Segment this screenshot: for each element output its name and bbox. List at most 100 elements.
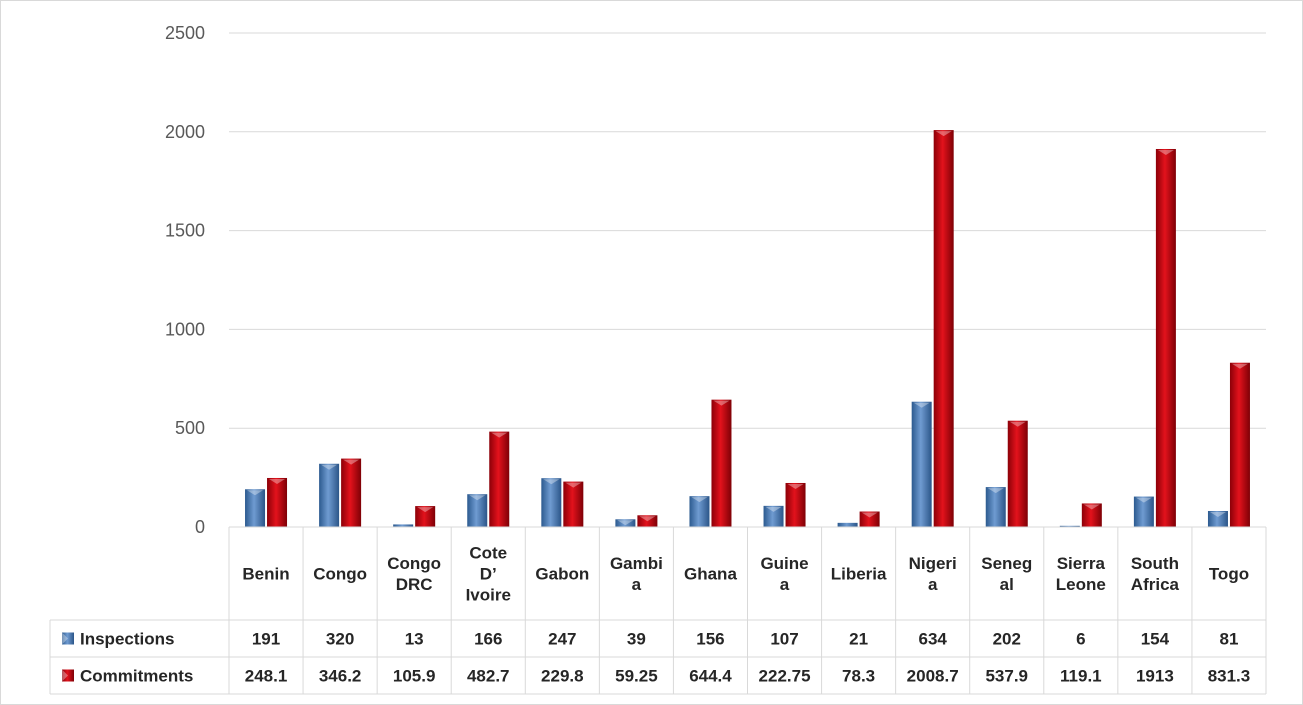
bar-commitments bbox=[785, 482, 806, 527]
category-label: Nigeri bbox=[909, 554, 957, 573]
data-cell: 191 bbox=[252, 630, 280, 649]
data-cell: 154 bbox=[1141, 630, 1170, 649]
category-label: Congo bbox=[313, 565, 367, 584]
bar-commitments bbox=[637, 515, 658, 527]
category-label: Benin bbox=[242, 565, 289, 584]
bar-commitments bbox=[1229, 362, 1250, 527]
data-cell: 537.9 bbox=[985, 667, 1028, 686]
bar-commitments bbox=[341, 458, 362, 527]
bar-top-highlight bbox=[417, 507, 434, 513]
bar-top-highlight bbox=[765, 506, 782, 512]
bar-inspections bbox=[615, 519, 636, 527]
bars bbox=[245, 130, 1250, 528]
category-label: Sierra bbox=[1057, 554, 1106, 573]
bar-top-highlight bbox=[639, 516, 656, 522]
bar-commitments bbox=[933, 130, 954, 528]
bar-inspections bbox=[1133, 496, 1154, 527]
bar-commitments bbox=[415, 506, 436, 527]
category-label: South bbox=[1131, 554, 1179, 573]
data-cell: 346.2 bbox=[319, 667, 362, 686]
data-cell: 644.4 bbox=[689, 667, 732, 686]
bar-inspections bbox=[985, 487, 1006, 527]
data-cell: 482.7 bbox=[467, 667, 510, 686]
bar-top-highlight bbox=[691, 497, 708, 503]
legend-key-highlight bbox=[62, 632, 68, 645]
data-table: Benin Congo Congo DRC Cote D’ Ivoire Gabon Gambi… bbox=[49, 526, 1267, 695]
data-cell: 105.9 bbox=[393, 667, 436, 686]
bar-top-highlight bbox=[913, 402, 930, 408]
legend-key-highlight bbox=[62, 669, 68, 682]
series-label: Inspections bbox=[80, 630, 174, 649]
data-cell: 156 bbox=[696, 630, 724, 649]
bar-inspections bbox=[319, 463, 340, 527]
category-label: Gabon bbox=[535, 565, 589, 584]
bar-top-highlight bbox=[1083, 504, 1100, 510]
bar-top-highlight bbox=[1157, 149, 1174, 155]
bar-top-highlight bbox=[1209, 511, 1226, 517]
data-cell: 1913 bbox=[1136, 667, 1174, 686]
bar-top-highlight bbox=[543, 479, 560, 485]
bar-inspections bbox=[541, 478, 562, 527]
y-tick-label: 2500 bbox=[165, 23, 205, 43]
data-cell: 634 bbox=[918, 630, 947, 649]
bar-inspections bbox=[689, 496, 710, 527]
bar-inspections bbox=[763, 505, 784, 527]
data-cell: 222.75 bbox=[759, 667, 811, 686]
bar-top-highlight bbox=[247, 490, 264, 496]
data-cell: 247 bbox=[548, 630, 576, 649]
bar-top-highlight bbox=[935, 131, 952, 137]
gridlines bbox=[229, 32, 1266, 429]
data-cell: 21 bbox=[849, 630, 868, 649]
y-tick-label: 2000 bbox=[165, 122, 205, 142]
data-cell: 81 bbox=[1220, 630, 1239, 649]
bar-top-highlight bbox=[1135, 497, 1152, 503]
bar-commitments bbox=[1081, 503, 1102, 527]
y-tick-label: 1000 bbox=[165, 319, 205, 339]
bar-commitments bbox=[711, 399, 732, 527]
category-label: Ivoire bbox=[466, 586, 511, 605]
data-cell: 13 bbox=[405, 630, 424, 649]
category-label: al bbox=[1000, 575, 1014, 594]
data-cell: 107 bbox=[770, 630, 798, 649]
bar-top-highlight bbox=[269, 478, 286, 484]
category-label: Ghana bbox=[684, 565, 737, 584]
bar-commitments bbox=[489, 431, 510, 527]
category-label: D’ bbox=[480, 565, 497, 584]
category-label: a bbox=[632, 575, 642, 594]
bar-top-highlight bbox=[343, 459, 360, 465]
y-axis-ticks: 0 500 1000 1500 2000 2500 bbox=[165, 23, 205, 537]
bar-inspections bbox=[837, 522, 858, 527]
legend-key-commitments bbox=[62, 669, 74, 682]
y-tick-label: 0 bbox=[195, 517, 205, 537]
category-label: Africa bbox=[1131, 575, 1180, 594]
bar-top-highlight bbox=[861, 512, 878, 518]
bar-top-highlight bbox=[787, 483, 804, 489]
data-cell: 78.3 bbox=[842, 667, 875, 686]
bar-top-highlight bbox=[469, 495, 486, 501]
data-cell: 59.25 bbox=[615, 667, 658, 686]
bar-top-highlight bbox=[987, 488, 1004, 494]
data-cell: 2008.7 bbox=[907, 667, 959, 686]
category-label: a bbox=[780, 575, 790, 594]
category-label: Leone bbox=[1056, 575, 1106, 594]
data-cell: 229.8 bbox=[541, 667, 584, 686]
y-tick-label: 1500 bbox=[165, 221, 205, 241]
bar-commitments bbox=[267, 477, 288, 527]
bar-inspections bbox=[1207, 510, 1228, 527]
category-label: Liberia bbox=[831, 565, 887, 584]
y-tick-label: 500 bbox=[175, 418, 205, 438]
bar-top-highlight bbox=[491, 432, 508, 438]
category-label: DRC bbox=[396, 575, 433, 594]
bar-top-highlight bbox=[713, 400, 730, 406]
data-cell: 831.3 bbox=[1208, 667, 1251, 686]
bar-commitments bbox=[859, 511, 880, 527]
bar-top-highlight bbox=[321, 464, 338, 470]
category-label: Guine bbox=[760, 554, 808, 573]
category-label: Cote bbox=[469, 544, 507, 563]
bar-top-highlight bbox=[1231, 363, 1248, 369]
bar-top-highlight bbox=[617, 520, 634, 526]
bar-commitments bbox=[1155, 148, 1176, 527]
category-label: a bbox=[928, 575, 938, 594]
